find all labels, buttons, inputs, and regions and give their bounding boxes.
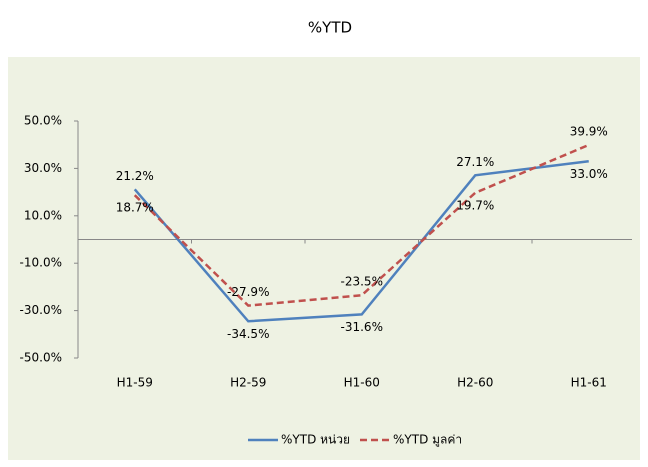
- y-tick-label: 50.0%: [24, 114, 62, 128]
- y-tick-label: -30.0%: [20, 303, 62, 317]
- y-tick-label: 30.0%: [24, 161, 62, 175]
- y-tick-label: -50.0%: [20, 351, 62, 365]
- y-tick-label: -10.0%: [20, 256, 62, 270]
- data-label: -27.9%: [227, 285, 269, 299]
- plot-panel: [8, 57, 640, 460]
- x-tick-label: H1-59: [117, 376, 153, 390]
- data-label: 21.2%: [116, 169, 154, 183]
- series-line: [133, 143, 590, 307]
- x-tick-label: H1-61: [571, 376, 607, 390]
- data-label: 19.7%: [456, 198, 494, 212]
- data-label: 39.9%: [570, 124, 608, 138]
- x-tick-label: H2-60: [457, 376, 493, 390]
- x-tick-label: H2-59: [230, 376, 266, 390]
- chart-title: %YTD: [308, 19, 352, 37]
- data-label: -31.6%: [341, 320, 383, 334]
- series-line: [133, 160, 589, 323]
- x-tick-label: H1-60: [344, 376, 380, 390]
- legend-label: %YTD มูลค่า: [393, 433, 462, 448]
- data-label: 18.7%: [116, 201, 154, 215]
- data-label: -34.5%: [227, 327, 269, 341]
- legend-label: %YTD หน่วย: [281, 433, 350, 447]
- data-label: -23.5%: [341, 275, 383, 289]
- data-label: 27.1%: [456, 155, 494, 169]
- data-label: 33.0%: [570, 167, 608, 181]
- y-tick-label: 10.0%: [24, 208, 62, 222]
